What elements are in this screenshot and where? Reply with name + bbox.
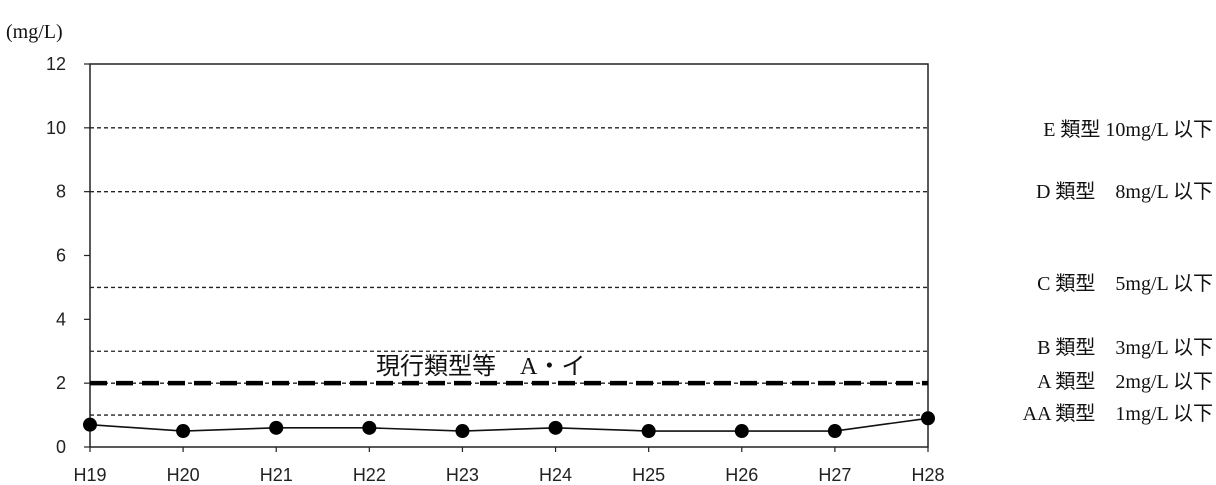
data-point [548,420,563,435]
reference-label: C 類型 5mg/L 以下 [1037,272,1213,295]
x-tick-label: H22 [353,465,386,485]
series-line [89,417,929,432]
data-point [827,424,842,439]
x-tick-label: H24 [539,465,572,485]
data-point [83,417,97,432]
y-ticks: 0 2 4 6 8 10 12 [46,54,90,457]
x-tick-label: H19 [73,465,106,485]
reference-label: D 類型 8mg/L 以下 [1036,180,1213,203]
y-tick-label: 12 [46,54,66,74]
reference-labels: E 類型 10mg/L 以下 D 類型 8mg/L 以下 C 類型 5mg/L 以下… [1023,118,1213,425]
x-tick-label: H25 [632,465,665,485]
reference-label: B 類型 3mg/L 以下 [1037,336,1213,359]
reference-label: A 類型 2mg/L 以下 [1037,370,1213,393]
x-tick-label: H21 [260,465,293,485]
y-tick-label: 2 [56,373,66,393]
data-point [734,424,749,439]
y-tick-label: 6 [56,246,66,266]
x-ticks: H19 H20 H21 H22 H23 H24 H25 H26 H27 H28 [73,447,945,485]
x-tick-label: H27 [818,465,851,485]
plot-area [89,63,929,448]
x-tick-label: H20 [167,465,200,485]
x-tick-label: H26 [725,465,758,485]
data-point [641,424,656,439]
data-point [269,420,284,435]
current-class-group: 現行類型等 A・イ [90,353,928,386]
data-point [455,424,470,439]
y-tick-label: 0 [56,437,66,457]
y-tick-label: 4 [56,309,66,329]
series [83,411,935,439]
x-tick-label: H28 [911,465,944,485]
y-tick-label: 10 [46,118,66,138]
y-tick-label: 8 [56,182,66,202]
reference-label: E 類型 10mg/L 以下 [1043,118,1213,141]
data-point [176,424,191,439]
data-point [362,420,377,435]
data-point [921,411,935,426]
current-class-label: 現行類型等 A・イ [376,353,585,380]
unit-label: (mg/L) [6,21,63,43]
x-tick-label: H23 [446,465,479,485]
reference-label: AA 類型 1mg/L 以下 [1023,402,1213,425]
